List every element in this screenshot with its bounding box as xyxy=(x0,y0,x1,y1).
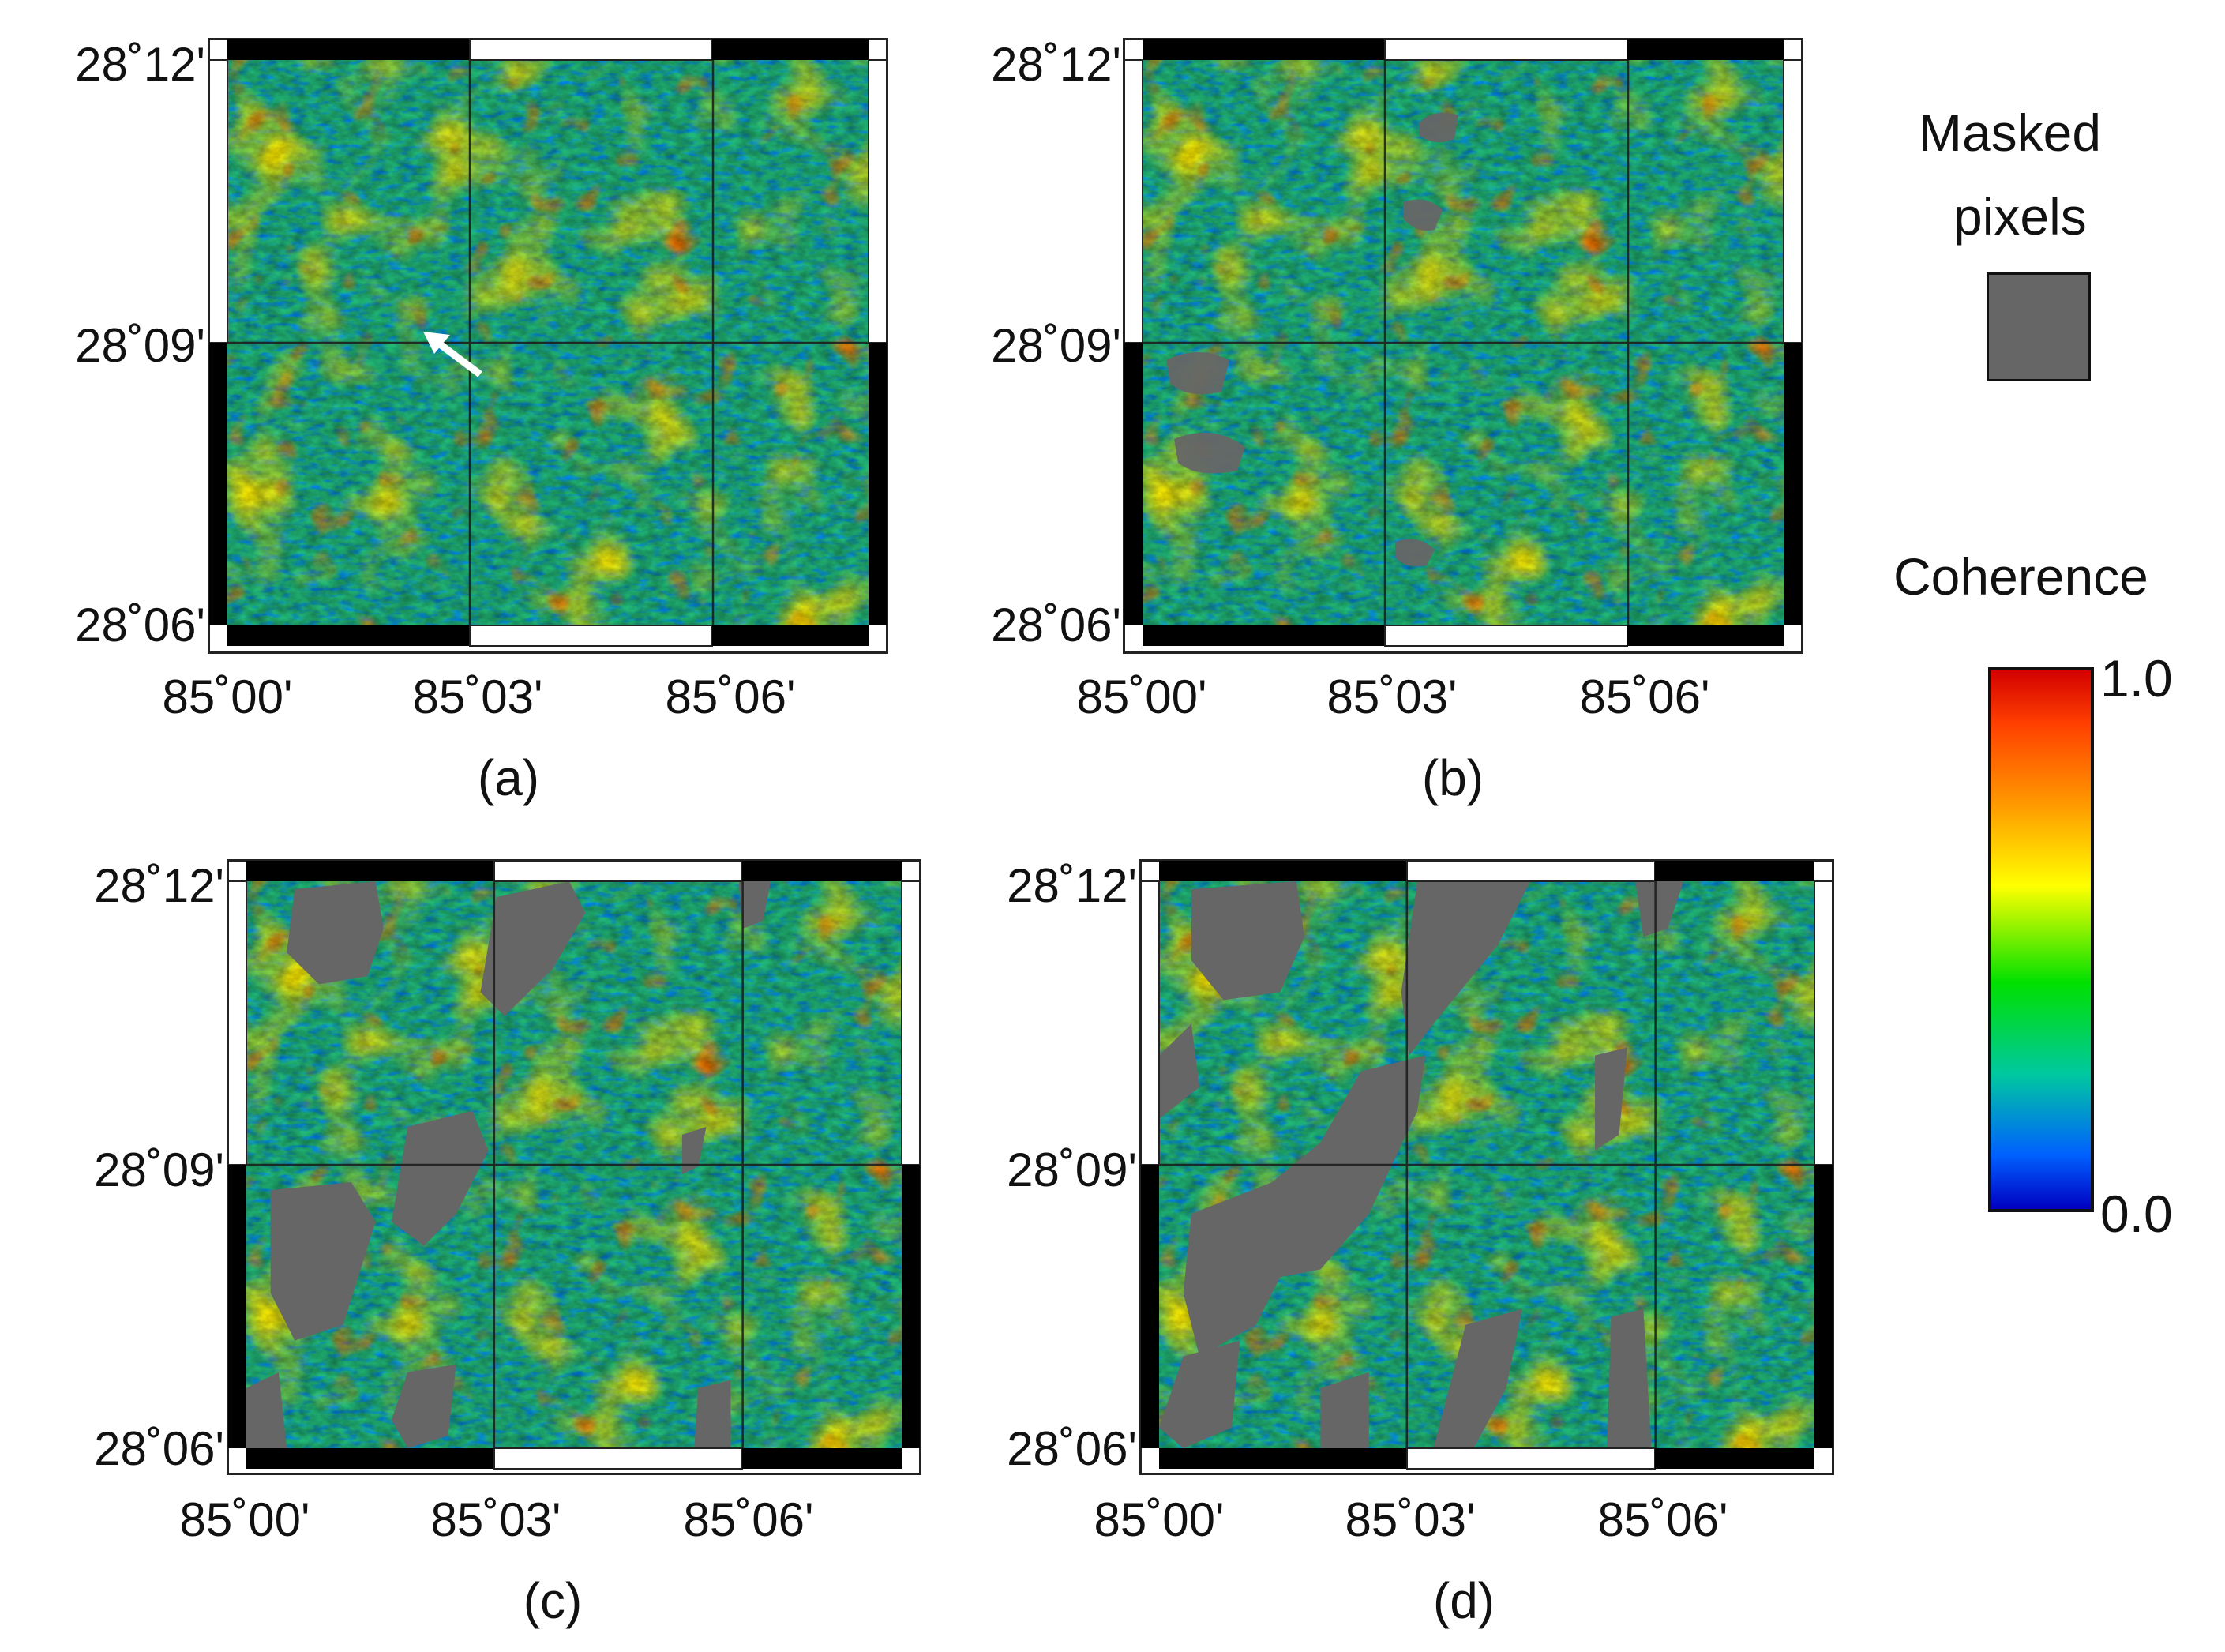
coherence-map-image xyxy=(246,881,902,1448)
coherence-map[interactable] xyxy=(246,881,902,1448)
lat-label-bottom: 28˚06' xyxy=(75,599,205,651)
lon-label-0: 85˚00' xyxy=(1094,1493,1225,1546)
panel-caption: (d) xyxy=(1432,1572,1495,1629)
lon-label-1: 85˚03' xyxy=(412,670,543,723)
lon-label-1: 85˚03' xyxy=(1345,1493,1476,1546)
lon-label-0: 85˚00' xyxy=(1076,670,1207,723)
coherence-map[interactable] xyxy=(227,60,869,625)
lon-label-2: 85˚06' xyxy=(1597,1493,1728,1546)
panel-caption: (b) xyxy=(1421,749,1484,806)
masked-legend-title-line2: pixels xyxy=(1953,187,2087,246)
coherence-map[interactable] xyxy=(1159,881,1814,1448)
lon-label-0: 85˚00' xyxy=(162,670,293,723)
lat-label-top: 28˚12' xyxy=(94,859,224,912)
masked-legend-title-line1: Masked xyxy=(1919,103,2102,162)
lat-label-top: 28˚12' xyxy=(991,38,1121,91)
colorbar-min-label: 0.0 xyxy=(2100,1185,2173,1243)
lat-label-top: 28˚12' xyxy=(1007,859,1137,912)
lat-label-bottom: 28˚06' xyxy=(1007,1422,1137,1475)
lat-label-bottom: 28˚06' xyxy=(94,1422,224,1475)
lon-label-2: 85˚06' xyxy=(665,670,796,723)
lat-label-mid: 28˚09' xyxy=(94,1143,224,1196)
coherence-colorbar xyxy=(1988,667,2094,1212)
lon-label-2: 85˚06' xyxy=(683,1493,814,1546)
lon-label-1: 85˚03' xyxy=(1326,670,1458,723)
lat-label-bottom: 28˚06' xyxy=(991,599,1121,651)
lat-label-top: 28˚12' xyxy=(75,38,205,91)
masked-areas xyxy=(1159,881,1684,1448)
coherence-map-image xyxy=(227,60,869,625)
lat-label-mid: 28˚09' xyxy=(75,319,205,372)
coherence-legend-title: Coherence xyxy=(1893,547,2148,606)
coherence-map-image xyxy=(1143,60,1784,625)
coherence-map[interactable] xyxy=(1143,60,1784,625)
lat-label-mid: 28˚09' xyxy=(1007,1143,1137,1196)
lon-label-1: 85˚03' xyxy=(430,1493,561,1546)
lon-label-0: 85˚00' xyxy=(179,1493,310,1546)
lon-label-2: 85˚06' xyxy=(1579,670,1710,723)
pointer-arrow xyxy=(423,332,482,377)
coherence-map-image xyxy=(1159,881,1814,1448)
masked-areas xyxy=(1166,112,1458,567)
masked-pixels-swatch xyxy=(1987,272,2091,381)
panel-caption: (c) xyxy=(523,1572,583,1629)
panel-caption: (a) xyxy=(477,749,540,806)
lat-label-mid: 28˚09' xyxy=(991,319,1121,372)
masked-areas xyxy=(246,881,771,1448)
colorbar-max-label: 1.0 xyxy=(2100,649,2173,708)
